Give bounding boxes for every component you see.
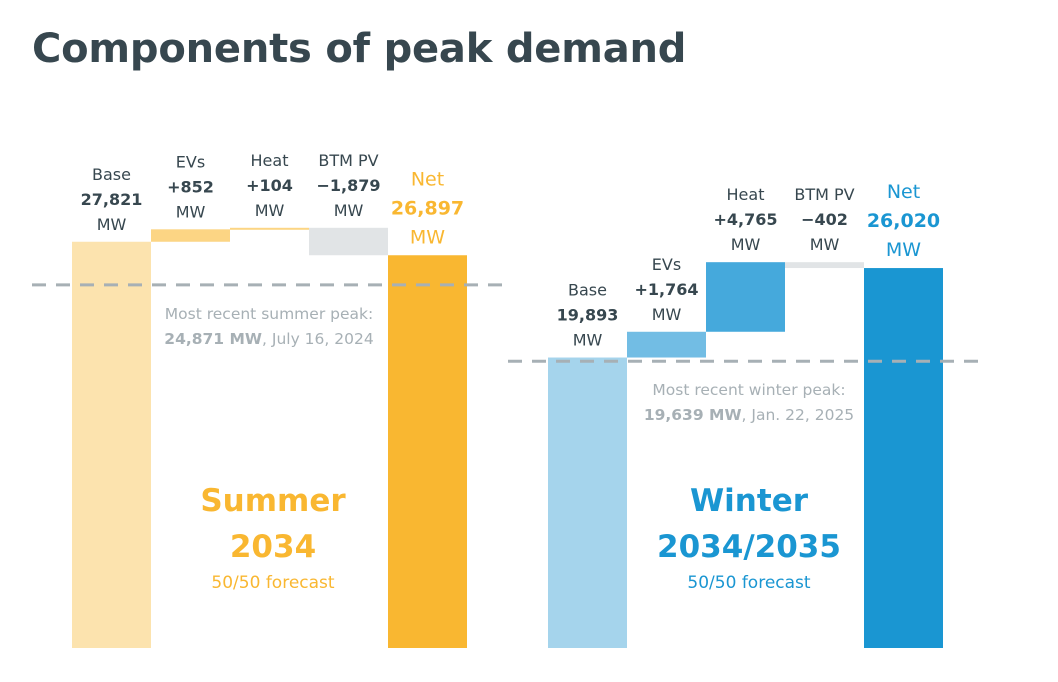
winter-label-btm: BTM PV: [794, 185, 854, 204]
summer-recent-peak-date: , July 16, 2024: [262, 330, 374, 348]
summer-bar-base: [72, 241, 151, 648]
summer-season-year: 2034: [230, 529, 316, 565]
summer-recent-peak-value: 24,871 MW, July 16, 2024: [164, 330, 373, 348]
summer-unit-evs: MW: [176, 202, 206, 221]
winter-label-net: Net: [887, 181, 920, 203]
winter-bar-evs: [627, 331, 706, 358]
summer-bar-evs: [151, 229, 230, 242]
summer-bar-btm: [309, 227, 388, 256]
winter-unit-btm: MW: [810, 235, 840, 254]
summer-unit-net: MW: [410, 226, 445, 248]
winter-season-label: Winter: [690, 483, 809, 519]
summer-recent-peak-mw: 24,871 MW: [164, 330, 262, 348]
winter-label-base: Base: [568, 281, 607, 300]
summer-value-base: 27,821: [81, 190, 143, 209]
winter-recent-peak-date: , Jan. 22, 2025: [742, 406, 855, 424]
summer-label-evs: EVs: [176, 152, 205, 171]
summer-bar-net: [388, 255, 467, 648]
summer-bar-heat: [230, 227, 309, 230]
winter-season-year: 2034/2035: [657, 529, 841, 565]
summer-season-subtitle: 50/50 forecast: [211, 573, 334, 593]
summer-season-label: Summer: [200, 483, 346, 519]
summer-value-net: 26,897: [391, 197, 464, 219]
winter-bar-heat: [706, 262, 785, 332]
summer-unit-btm: MW: [334, 201, 364, 220]
winter-value-btm: −402: [801, 210, 848, 229]
page-title: Components of peak demand: [32, 26, 687, 72]
winter-value-base: 19,893: [557, 306, 619, 325]
summer-unit-base: MW: [97, 215, 127, 234]
winter-unit-base: MW: [573, 331, 603, 350]
winter-unit-heat: MW: [731, 235, 761, 254]
summer-unit-heat: MW: [255, 201, 285, 220]
winter-bar-net: [864, 268, 943, 648]
winter-season-subtitle: 50/50 forecast: [687, 573, 810, 593]
winter-bar-base: [548, 357, 627, 648]
winter-recent-peak-label: Most recent winter peak:: [652, 381, 845, 399]
winter-unit-net: MW: [886, 239, 921, 261]
summer-label-net: Net: [411, 168, 444, 190]
summer-label-base: Base: [92, 165, 131, 184]
winter-value-net: 26,020: [867, 210, 940, 232]
summer-recent-peak-label: Most recent summer peak:: [165, 305, 373, 323]
winter-label-evs: EVs: [652, 255, 681, 274]
winter-unit-evs: MW: [652, 305, 682, 324]
winter-recent-peak-value: 19,639 MW, Jan. 22, 2025: [644, 406, 854, 424]
summer-value-evs: +852: [167, 177, 214, 196]
winter-recent-peak-mw: 19,639 MW: [644, 406, 742, 424]
winter-bar-btm: [785, 262, 864, 269]
summer-label-btm: BTM PV: [318, 151, 378, 170]
summer-value-btm: −1,879: [316, 176, 380, 195]
winter-value-heat: +4,765: [713, 210, 777, 229]
winter-value-evs: +1,764: [634, 280, 698, 299]
summer-label-heat: Heat: [251, 151, 289, 170]
summer-value-heat: +104: [246, 176, 293, 195]
winter-label-heat: Heat: [727, 185, 765, 204]
